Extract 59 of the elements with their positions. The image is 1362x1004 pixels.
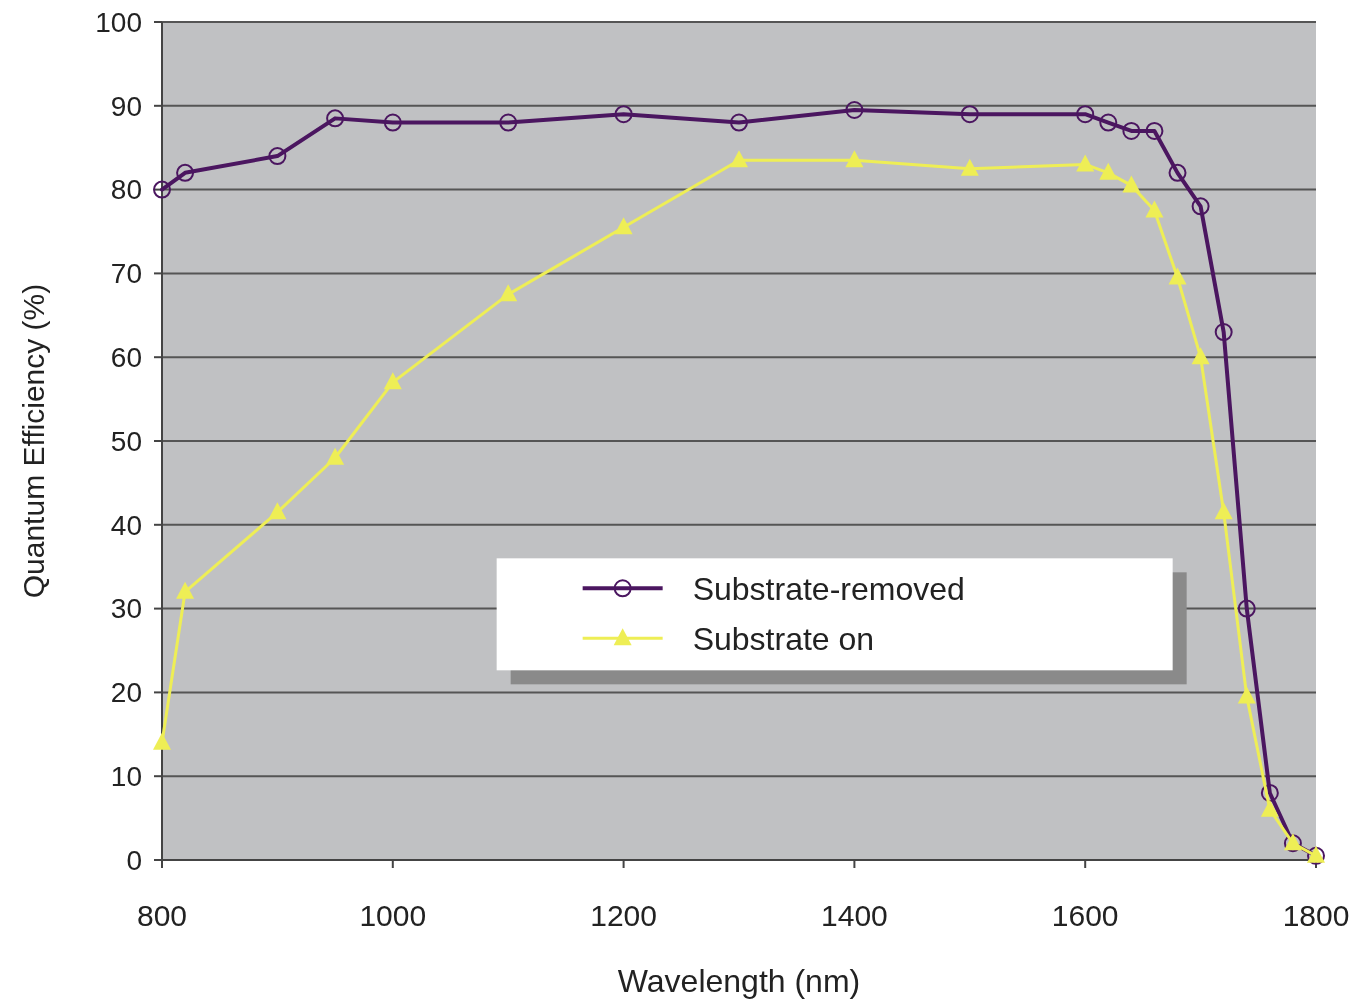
point [1260, 783, 1279, 802]
y-tick-label: 50 [110, 425, 142, 457]
point [268, 502, 287, 520]
point [268, 147, 287, 166]
point [1214, 502, 1233, 520]
point [614, 105, 633, 124]
y-tick-label: 70 [110, 258, 142, 290]
point [153, 732, 171, 750]
x-tick-label: 1600 [1051, 899, 1119, 932]
x-tick-label: 800 [136, 899, 188, 932]
point [153, 180, 171, 199]
point [499, 284, 518, 302]
point [1214, 323, 1233, 342]
point [1168, 267, 1187, 285]
legend-label: Substrate-removed [692, 570, 965, 607]
y-axis-title: Quantum Efficiency (%) [17, 283, 50, 599]
point [383, 113, 402, 132]
y-tick-label: 10 [110, 761, 142, 792]
point [1237, 686, 1256, 704]
point [1122, 121, 1141, 140]
point [499, 113, 518, 132]
point [730, 150, 748, 168]
point [730, 113, 748, 132]
point [845, 100, 864, 119]
x-axis-title: Wavelength (nm) [617, 963, 861, 999]
x-tick-label: 1800 [1282, 899, 1350, 932]
point [326, 109, 345, 128]
point [1237, 599, 1256, 618]
point [383, 372, 402, 390]
x-tick-label: 1200 [590, 899, 657, 932]
y-tick-label: 100 [95, 6, 142, 38]
point [845, 150, 864, 168]
x-tick-label: 1000 [359, 899, 427, 932]
point [1145, 121, 1164, 140]
point [1099, 113, 1118, 132]
point [1076, 105, 1095, 124]
legend-label: Substrate on [692, 620, 875, 657]
point [1099, 162, 1118, 180]
y-tick-label: 30 [110, 593, 142, 625]
point [614, 217, 633, 235]
point [1076, 154, 1095, 172]
point [1145, 200, 1164, 218]
point [960, 158, 979, 176]
y-tick-label: 0 [126, 844, 142, 876]
x-tick-label: 1400 [821, 899, 888, 932]
point [176, 581, 195, 599]
y-tick-label: 60 [110, 342, 142, 373]
point [960, 105, 979, 124]
y-tick-label: 20 [110, 677, 142, 709]
point [1260, 799, 1279, 817]
y-tick-label: 80 [110, 174, 142, 206]
point [1122, 175, 1141, 193]
point [1168, 163, 1187, 182]
y-tick-label: 40 [110, 509, 142, 541]
point [1191, 347, 1210, 365]
point [176, 163, 195, 182]
point [1191, 197, 1210, 216]
y-tick-label: 90 [110, 90, 142, 122]
point [326, 447, 345, 465]
